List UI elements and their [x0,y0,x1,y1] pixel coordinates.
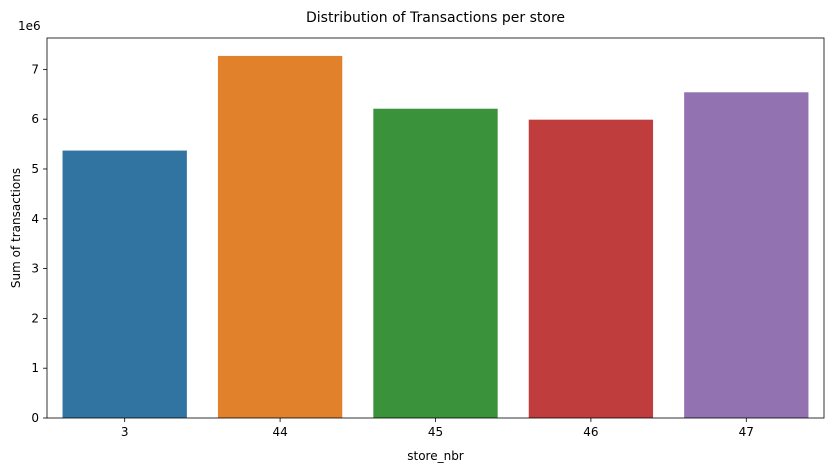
x-tick-label: 47 [739,425,754,439]
bar-store-44 [217,55,343,418]
y-tick-label: 4 [31,212,39,226]
chart-title: Distribution of Transactions per store [306,10,565,26]
y-tick-label: 0 [31,411,39,425]
y-tick-label: 6 [31,112,39,126]
y-tick-label: 1 [31,361,39,375]
x-tick-label: 46 [583,425,598,439]
x-axis-label: store_nbr [407,449,464,463]
bar-store-47 [684,92,809,419]
y-tick-label: 7 [31,62,39,76]
y-tick-label: 5 [31,162,39,176]
y-axis: 0 1 2 3 4 5 6 7 [31,62,47,425]
bar-store-46 [528,119,654,419]
y-axis-label: Sum of transactions [9,168,23,288]
y-tick-label: 2 [31,311,39,325]
plot-frame [46,37,825,419]
y-tick-label: 3 [31,262,39,276]
bars-group [62,55,809,419]
bar-store-3 [62,150,187,418]
x-tick-label: 45 [428,425,443,439]
x-tick-label: 3 [121,425,129,439]
y-offset-label: 1e6 [18,19,41,33]
bar-store-45 [373,108,498,419]
x-tick-label: 44 [272,425,287,439]
x-axis: 3 44 45 46 47 [121,418,754,439]
